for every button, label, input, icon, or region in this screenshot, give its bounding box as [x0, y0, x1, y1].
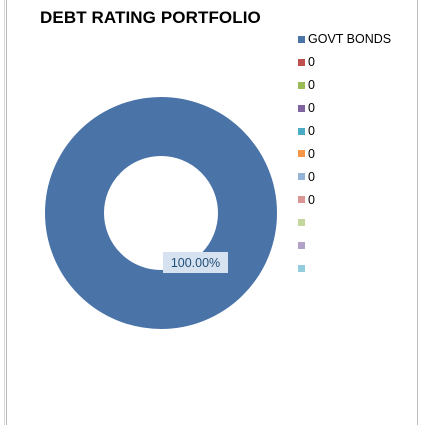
legend-swatch — [298, 58, 305, 66]
legend-swatch — [298, 127, 305, 135]
legend-label: 0 — [308, 192, 315, 207]
right-window-edge — [417, 0, 422, 425]
data-label: 100.00% — [170, 255, 221, 270]
slices-layer — [45, 97, 277, 329]
legend-swatch — [298, 241, 305, 249]
legend-item: 0 — [298, 74, 391, 97]
data-label-box: 100.00% — [163, 252, 228, 273]
legend-swatch — [298, 35, 305, 43]
legend-item: 0 — [298, 120, 391, 143]
legend-item: 0 — [298, 97, 391, 120]
legend-item — [298, 211, 391, 234]
legend-label: GOVT BONDS — [308, 32, 392, 47]
legend-item: 0 — [298, 142, 391, 165]
legend-item — [298, 234, 391, 257]
legend-label: 0 — [308, 124, 315, 138]
legend-label: 0 — [308, 169, 315, 184]
doughnut-slice-0 — [45, 97, 277, 329]
legend-label: 0 — [308, 146, 315, 161]
legend-swatch — [298, 104, 305, 112]
legend-swatch — [298, 264, 305, 272]
legend-item: 0 — [298, 51, 391, 74]
chart-title: DEBT RATING PORTFOLIO — [40, 8, 261, 27]
legend-swatch — [298, 150, 305, 158]
legend: GOVT BONDS 0 0 0 0 0 0 0 — [298, 28, 391, 280]
legend-swatch — [298, 196, 305, 204]
legend-label: 0 — [308, 55, 315, 70]
legend-item: 0 — [298, 165, 391, 188]
legend-item: 0 — [298, 188, 391, 211]
legend-label: 0 — [308, 101, 315, 116]
legend-label: 0 — [308, 78, 315, 93]
legend-swatch — [298, 81, 305, 89]
legend-swatch — [298, 219, 305, 227]
legend-item: GOVT BONDS — [298, 28, 391, 51]
legend-swatch — [298, 173, 305, 181]
legend-item — [298, 257, 391, 280]
left-window-edge — [0, 0, 7, 425]
